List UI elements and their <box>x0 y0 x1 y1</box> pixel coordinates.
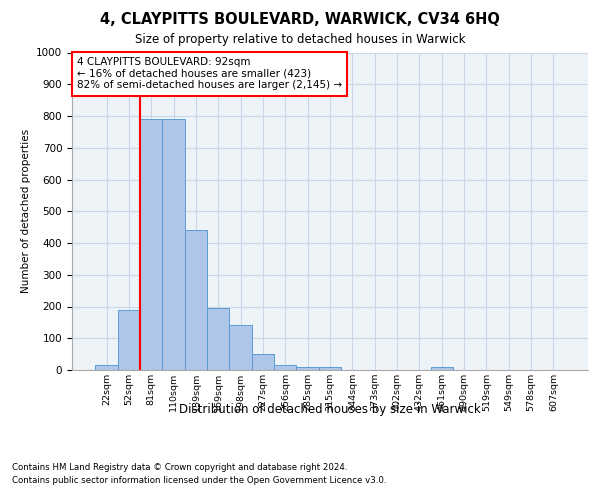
Bar <box>185 230 207 370</box>
Bar <box>274 365 296 370</box>
Bar <box>207 308 229 370</box>
Bar <box>118 310 140 370</box>
Text: Contains public sector information licensed under the Open Government Licence v3: Contains public sector information licen… <box>12 476 386 485</box>
Bar <box>431 367 453 370</box>
Text: Contains HM Land Registry data © Crown copyright and database right 2024.: Contains HM Land Registry data © Crown c… <box>12 462 347 471</box>
Bar <box>95 365 118 370</box>
Text: 4, CLAYPITTS BOULEVARD, WARWICK, CV34 6HQ: 4, CLAYPITTS BOULEVARD, WARWICK, CV34 6H… <box>100 12 500 28</box>
Bar <box>163 119 185 370</box>
Bar <box>229 324 252 370</box>
Bar <box>252 354 274 370</box>
Bar <box>319 367 341 370</box>
Text: Distribution of detached houses by size in Warwick: Distribution of detached houses by size … <box>179 402 481 415</box>
Y-axis label: Number of detached properties: Number of detached properties <box>20 129 31 294</box>
Text: Size of property relative to detached houses in Warwick: Size of property relative to detached ho… <box>135 32 465 46</box>
Text: 4 CLAYPITTS BOULEVARD: 92sqm
← 16% of detached houses are smaller (423)
82% of s: 4 CLAYPITTS BOULEVARD: 92sqm ← 16% of de… <box>77 58 342 90</box>
Bar <box>140 119 163 370</box>
Bar <box>296 367 319 370</box>
